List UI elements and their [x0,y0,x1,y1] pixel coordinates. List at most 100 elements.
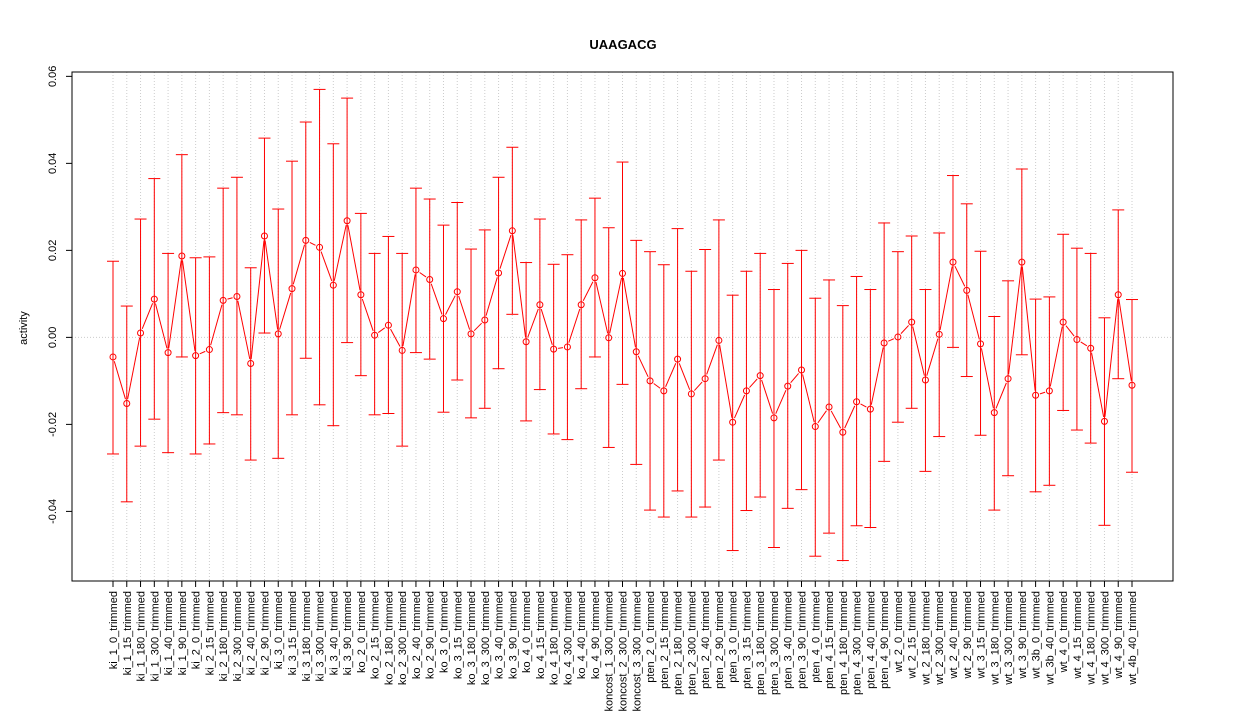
series-segment [1049,326,1063,387]
x-tick-label: ko_3_180_trimmed [466,591,478,685]
error-bar [1015,168,1028,356]
series-segment [333,225,347,281]
error-bar [175,154,188,358]
x-tick-label: wt_4_300_trimmed [1099,591,1111,686]
x-tick-label: ki_1_180_trimmed [136,591,148,682]
data-point [1100,417,1108,425]
data-point [316,243,324,251]
x-tick-label: koncost_1_300_trimmed [604,591,616,711]
series-segment [210,304,223,346]
data-point [536,301,544,309]
data-point [949,258,957,266]
error-bar [465,248,478,419]
x-tick-label: ki_3_15_trimmed [287,591,299,675]
series-segment [622,277,636,348]
x-tick-label: ko_2_0_trimmed [356,591,368,673]
error-bar [217,187,230,414]
error-bar [313,88,326,406]
error-bar [561,254,574,441]
error-bar [478,229,491,409]
x-tick-label: ki_3_300_trimmed [315,591,327,682]
error-bar [1057,233,1070,411]
series-segment [939,266,953,331]
data-point [963,286,971,294]
x-tick-label: ko_3_15_trimmed [452,591,464,679]
x-tick-label: ki_2_180_trimmed [218,591,230,682]
x-tick-label: pten_3_90_trimmed [797,591,809,689]
data-point [412,266,420,274]
error-bar [423,198,436,360]
error-bar [809,297,822,557]
error-bar [933,232,946,438]
x-tick-label: ki_3_180_trimmed [301,591,313,682]
data-point [1059,318,1067,326]
x-tick-label: pten_2_40_trimmed [700,591,712,689]
data-point [798,366,806,374]
data-point [453,288,461,296]
series-segment [237,300,251,360]
x-tick-label: koncost_2_300_trimmed [618,591,630,711]
error-bar [685,270,698,518]
chart-title: UAAGACG [589,37,656,52]
series-segment [1065,325,1075,337]
x-tick-label: ko_2_300_trimmed [397,591,409,685]
series-segment [609,277,623,334]
error-bar [919,289,932,472]
series-segment [558,347,564,349]
data-point [274,330,282,338]
series-segment [870,347,884,405]
data-point [577,301,585,309]
x-tick-label: ko_4_90_trimmed [590,591,602,679]
error-bar [754,252,767,498]
x-tick-label: ko_2_180_trimmed [383,591,395,685]
x-tick-label: pten_2_300_trimmed [686,591,698,695]
x-tick-label: ko_3_300_trimmed [480,591,492,685]
x-tick-label: wt_3_90_trimmed [1017,591,1029,679]
error-bar [767,289,780,549]
error-bar [960,203,973,378]
x-tick-label: ko_3_40_trimmed [494,591,506,679]
error-bar [850,275,863,527]
data-point-layer [109,217,1136,436]
series-segment [719,344,733,418]
error-bar [203,256,216,445]
series-segment [1039,391,1046,395]
series-segment [761,379,774,414]
data-point [467,330,475,338]
series-segment [279,292,292,330]
error-bar [864,289,877,528]
data-point [619,269,626,277]
x-tick-label: wt_2_180_trimmed [920,591,932,686]
data-point [164,349,172,357]
x-tick-label: wt_3_300_trimmed [1003,591,1015,686]
series-segment [264,240,279,330]
series-segment [980,348,994,409]
x-tick-label: wt_4_15_trimmed [1072,591,1084,679]
x-tick-label: pten_3_180_trimmed [755,591,767,695]
data-point [495,269,503,277]
error-bar [258,137,271,334]
y-tick-label: 0.00 [47,327,59,348]
error-bar [492,176,505,370]
x-tick-label: ki_1_40_trimmed [163,591,175,675]
y-tick-label: -0.04 [47,499,59,524]
error-bar [740,270,753,512]
series-segment [512,235,527,338]
series-line-layer [113,225,1132,429]
data-point [894,333,902,341]
data-point [1032,391,1040,399]
series-segment [168,260,182,349]
x-tick-label: ki_3_0_trimmed [273,591,285,669]
data-point [880,339,888,347]
data-point [921,376,929,384]
data-point [591,274,599,282]
series-segment [888,338,894,342]
error-bar [988,315,1001,511]
data-point [260,232,268,240]
x-tick-label: ki_2_90_trimmed [259,591,271,675]
data-point [123,400,131,408]
error-bar [286,160,299,416]
plot-frame [71,71,1174,582]
data-point [990,409,998,417]
x-tick-label: pten_4_90_trimmed [879,591,891,689]
